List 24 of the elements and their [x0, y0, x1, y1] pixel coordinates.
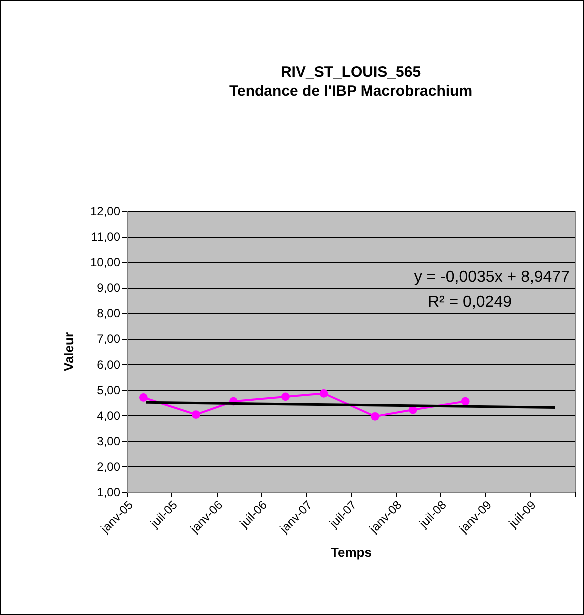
x-axis-title: Temps — [331, 545, 372, 560]
point — [282, 392, 290, 402]
annotation: R² = 0,0249 — [428, 294, 512, 311]
y-tick-label: 7,00 — [97, 332, 121, 346]
y-tick-label: 6,00 — [97, 358, 121, 372]
y-tick-label: 9,00 — [97, 281, 121, 296]
y-tick-label: 10,00 — [90, 256, 121, 270]
annotation: y = -0,0035x + 8,9477 — [414, 269, 570, 286]
point — [192, 410, 200, 420]
chart-title: RIV_ST_LOUIS_565 — [280, 64, 422, 81]
y-tick-label: 4,00 — [97, 408, 121, 423]
y-tick-label: 1,00 — [97, 486, 121, 500]
y-tick-label: 3,00 — [97, 434, 121, 448]
point — [371, 412, 380, 421]
point — [461, 397, 470, 406]
y-tick-label: 11,00 — [91, 230, 121, 244]
point — [320, 389, 328, 398]
y-tick-label: 8,00 — [97, 306, 121, 321]
y-tick-label: 2,00 — [97, 460, 121, 474]
y-tick-label: 5,00 — [97, 383, 121, 398]
point — [140, 394, 148, 402]
chart-subtitle: Tendance de l'IBP Macrobrachium — [229, 83, 473, 100]
y-axis-title: Valeur — [61, 332, 76, 372]
y-tick-label: 12,00 — [90, 204, 121, 218]
